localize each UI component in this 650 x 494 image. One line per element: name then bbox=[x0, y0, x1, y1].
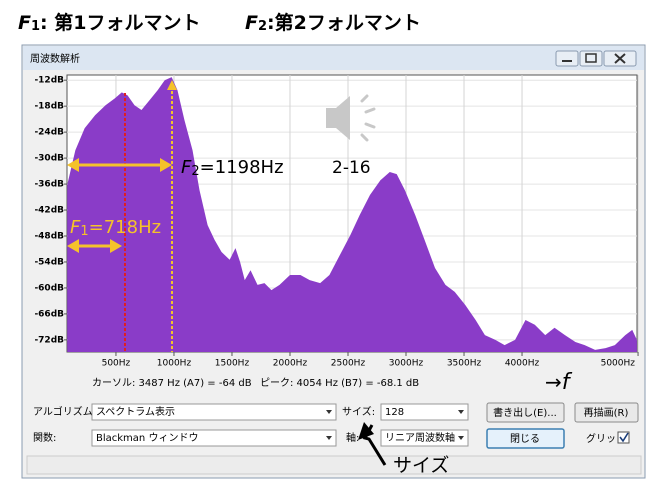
dropdown-arrow bbox=[326, 410, 332, 414]
spectrum-area bbox=[67, 77, 637, 352]
f2-span-arrow bbox=[67, 158, 172, 172]
x-tick-label: 3500Hz bbox=[447, 359, 482, 369]
label: :第2フォルマント bbox=[267, 11, 421, 34]
y-tick-label: -24dB bbox=[34, 128, 64, 138]
size-label: サイズ: bbox=[342, 405, 375, 418]
close-button-label: 閉じる bbox=[510, 433, 540, 445]
y-tick-label: -54dB bbox=[34, 257, 64, 267]
y-tick-label: -36dB bbox=[34, 180, 64, 190]
x-tick-label: 2500Hz bbox=[331, 359, 366, 369]
label: =718Hz bbox=[89, 217, 161, 238]
y-tick-label: -12dB bbox=[34, 76, 64, 86]
algorithm-value: スペクトラム表示 bbox=[96, 405, 175, 418]
status-bar bbox=[26, 455, 642, 475]
symbol: F bbox=[181, 157, 192, 178]
f2-annotation: F2=1198Hz bbox=[181, 157, 284, 179]
axis-dropdown[interactable] bbox=[380, 429, 469, 447]
subscript: 2 bbox=[258, 19, 267, 34]
cursor-readout: カーソル: 3487 Hz (A7) = -64 dB bbox=[92, 377, 252, 389]
header-f1: F1: 第1フォルマント bbox=[18, 11, 200, 34]
y-tick-label: -72dB bbox=[34, 335, 64, 345]
export-button[interactable] bbox=[486, 402, 565, 423]
algorithm-label: アルゴリズム: bbox=[33, 405, 96, 418]
subscript: 2 bbox=[191, 164, 199, 179]
x-tick-label: 1000Hz bbox=[157, 359, 192, 369]
f1-annotation: F1=718Hz bbox=[70, 217, 161, 239]
checkmark bbox=[619, 432, 629, 443]
symbol: f bbox=[562, 370, 573, 395]
y-tick-label: -42dB bbox=[34, 206, 64, 216]
x-tick-label: 500Hz bbox=[102, 359, 131, 369]
minimize-button[interactable] bbox=[555, 50, 579, 67]
close-icon bbox=[614, 53, 626, 64]
label: =1198Hz bbox=[200, 157, 284, 178]
spectrum bbox=[67, 77, 637, 352]
function-dropdown[interactable] bbox=[91, 429, 337, 447]
maximize-icon bbox=[585, 53, 597, 63]
speaker-icon bbox=[326, 94, 376, 142]
export-button-label: 書き出し(E)... bbox=[493, 406, 557, 419]
close-button[interactable] bbox=[486, 428, 565, 449]
axis-value: リニア周波数軸 bbox=[385, 431, 455, 444]
x-tick-label: 2000Hz bbox=[273, 359, 308, 369]
symbol: F bbox=[18, 12, 31, 34]
size-callout-head bbox=[358, 422, 374, 440]
x-tick-label: 1500Hz bbox=[215, 359, 250, 369]
dropdown-arrow bbox=[458, 410, 464, 414]
f2-marker-head bbox=[167, 80, 177, 90]
symbol: F bbox=[70, 217, 81, 238]
y-tick-label: -48dB bbox=[34, 232, 64, 242]
grid-label: グリッド bbox=[586, 432, 626, 445]
title-bar bbox=[23, 46, 644, 70]
dropdown-arrow bbox=[326, 436, 332, 440]
x-tick-label: 4000Hz bbox=[505, 359, 540, 369]
window-title: 周波数解析 bbox=[30, 52, 80, 65]
grid-checkbox[interactable] bbox=[617, 431, 630, 444]
size-value: 128 bbox=[385, 407, 404, 418]
function-label: 関数: bbox=[33, 431, 56, 444]
y-tick-label: -30dB bbox=[34, 154, 64, 164]
dropdown-arrow bbox=[458, 436, 464, 440]
label: : 第1フォルマント bbox=[40, 11, 200, 34]
replot-button-label: 再描画(R) bbox=[584, 406, 629, 419]
header-f2: F2:第2フォルマント bbox=[245, 11, 421, 34]
function-value: Blackman ウィンドウ bbox=[96, 432, 198, 444]
peak-readout: ピーク: 4054 Hz (B7) = -68.1 dB bbox=[260, 377, 419, 389]
x-tick-label: 3000Hz bbox=[389, 359, 424, 369]
figure-number: 2-16 bbox=[332, 158, 371, 178]
subscript: 1 bbox=[31, 19, 40, 34]
size-callout: サイズ bbox=[393, 455, 449, 477]
algorithm-dropdown[interactable] bbox=[91, 403, 337, 421]
arrow: → bbox=[545, 370, 562, 394]
f1-span-arrow bbox=[67, 239, 122, 253]
symbol: F bbox=[245, 12, 258, 34]
x-tick-label: 5000Hz bbox=[601, 359, 636, 369]
replot-button[interactable] bbox=[574, 402, 639, 423]
y-tick-label: -66dB bbox=[34, 309, 64, 319]
y-tick-label: -18dB bbox=[34, 102, 64, 112]
subscript: 1 bbox=[80, 224, 88, 239]
axis-label: 軸: bbox=[346, 431, 359, 444]
size-dropdown[interactable] bbox=[380, 403, 469, 421]
ticks: -12dB -18dB -24dB -30dB -36dB -42dB -48dB -54dB… bbox=[34, 76, 639, 369]
axis-note: →f bbox=[545, 370, 573, 396]
y-tick-label: -60dB bbox=[34, 283, 64, 293]
